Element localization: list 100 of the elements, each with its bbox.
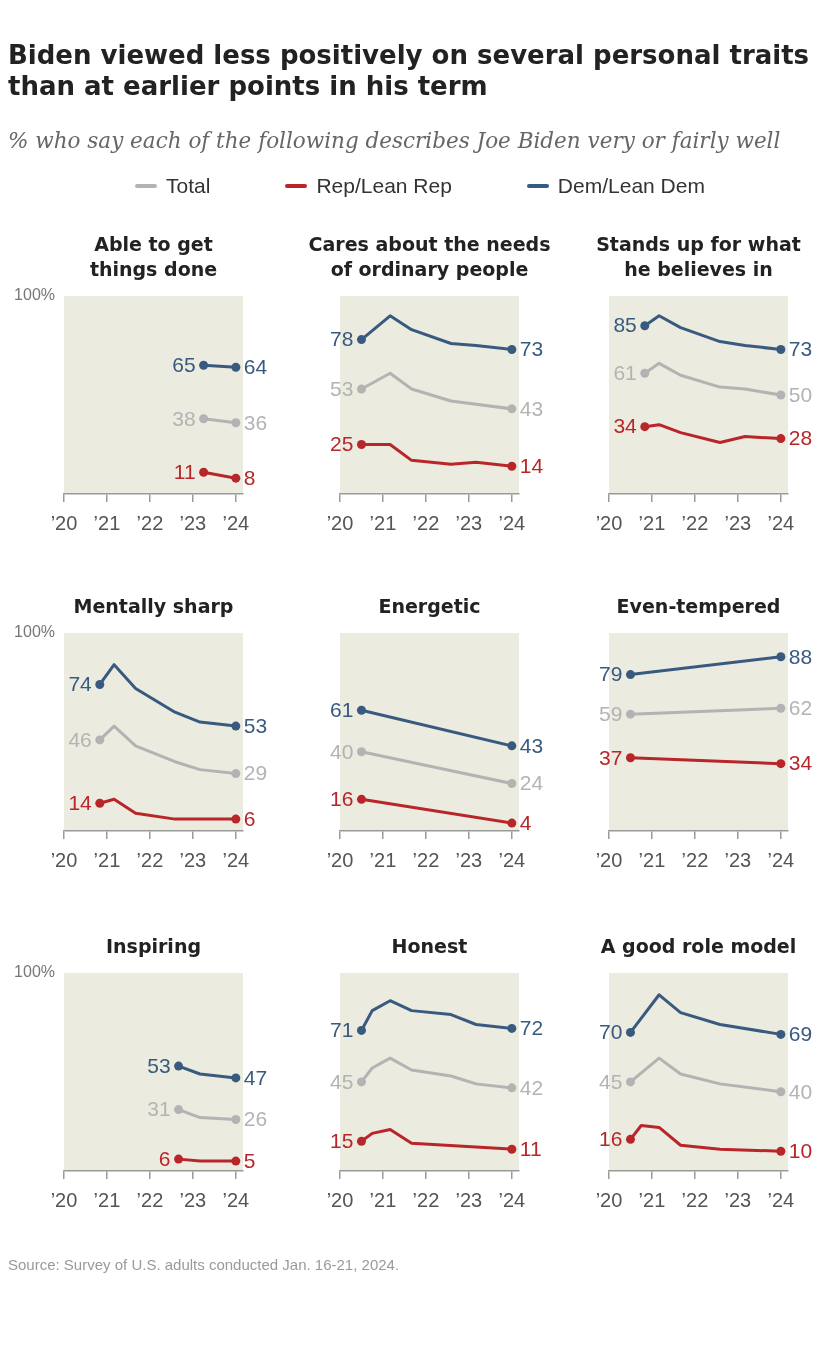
x-tick-label: ’20 bbox=[326, 848, 354, 871]
chart-title: A good role model bbox=[599, 934, 798, 959]
data-label: 14 bbox=[68, 791, 93, 815]
x-tick-label: ’22 bbox=[136, 511, 164, 534]
x-tick-label: ’22 bbox=[681, 1188, 709, 1211]
point bbox=[507, 461, 517, 471]
text: 100% bbox=[14, 623, 55, 641]
point bbox=[776, 1146, 786, 1156]
data-label: 6 bbox=[243, 806, 256, 830]
data-label: 31 bbox=[147, 1097, 171, 1121]
data-label: 53 bbox=[330, 376, 354, 400]
x-tick-label: ’24 bbox=[767, 511, 795, 534]
point bbox=[356, 705, 366, 715]
x-tick-label: ’22 bbox=[136, 1188, 164, 1211]
x-tick-label: ’21 bbox=[638, 511, 666, 534]
point bbox=[776, 1087, 786, 1097]
data-label: 40 bbox=[330, 739, 354, 763]
x-tick-label: ’22 bbox=[681, 848, 709, 871]
point bbox=[776, 390, 786, 400]
point bbox=[356, 335, 366, 345]
x-tick-label: ’20 bbox=[595, 848, 623, 871]
data-label: 62 bbox=[788, 696, 813, 720]
x-tick-label: ’21 bbox=[638, 1188, 666, 1211]
x-tick-label: ’24 bbox=[498, 1188, 526, 1211]
data-label: 6 bbox=[158, 1146, 171, 1170]
data-label: 28 bbox=[788, 426, 813, 450]
data-label: 50 bbox=[788, 382, 813, 406]
data-label: 16 bbox=[330, 787, 354, 811]
point bbox=[640, 321, 650, 331]
chart-title: Mentally sharp bbox=[72, 594, 235, 619]
x-tick-label: ’23 bbox=[455, 511, 483, 534]
x-tick-label: ’21 bbox=[369, 848, 397, 871]
chart-title: Able to get things done bbox=[88, 232, 219, 282]
point bbox=[507, 741, 517, 751]
data-label: 37 bbox=[599, 745, 623, 769]
chart-title: Stands up for what he believes in bbox=[595, 232, 802, 282]
x-tick-label: ’24 bbox=[222, 848, 250, 871]
data-label: 61 bbox=[613, 361, 637, 385]
x-tick-label: ’23 bbox=[724, 1188, 752, 1211]
data-label: 43 bbox=[519, 733, 544, 757]
point bbox=[231, 418, 241, 428]
x-tick-label: ’21 bbox=[93, 1188, 121, 1211]
data-label: 40 bbox=[788, 1079, 813, 1103]
x-tick-label: ’23 bbox=[179, 1188, 207, 1211]
data-label: 16 bbox=[599, 1127, 623, 1151]
chart-title: Energetic bbox=[377, 594, 482, 619]
data-label: 73 bbox=[519, 337, 544, 361]
point bbox=[231, 769, 241, 779]
x-tick-label: ’20 bbox=[50, 511, 78, 534]
point bbox=[507, 1144, 517, 1154]
x-tick-label: ’20 bbox=[326, 511, 354, 534]
point bbox=[625, 670, 635, 680]
point bbox=[507, 1083, 517, 1093]
x-tick-label: ’21 bbox=[369, 511, 397, 534]
data-label: 42 bbox=[519, 1075, 544, 1099]
point bbox=[231, 1115, 241, 1125]
point bbox=[231, 473, 241, 483]
point bbox=[776, 1029, 786, 1039]
x-tick-label: ’20 bbox=[50, 848, 78, 871]
chart-title: Honest bbox=[390, 934, 469, 959]
data-label: 8 bbox=[243, 465, 256, 489]
data-label: 88 bbox=[788, 644, 813, 668]
chart-title: Even-tempered bbox=[615, 594, 782, 619]
x-tick-label: ’23 bbox=[455, 1188, 483, 1211]
point bbox=[231, 814, 241, 824]
legend-label: Rep/Lean Rep bbox=[316, 173, 452, 199]
point bbox=[356, 747, 366, 757]
data-label: 24 bbox=[519, 771, 544, 795]
text: % who say each of the following describes Joe Biden very or fairly well bbox=[8, 127, 782, 154]
x-tick-label: ’22 bbox=[136, 848, 164, 871]
data-label: 53 bbox=[147, 1053, 171, 1077]
source-note: Source: Survey of U.S. adults conducted Jan. 16-21, 2024. bbox=[8, 1255, 401, 1275]
x-tick-label: ’23 bbox=[724, 848, 752, 871]
x-tick-label: ’23 bbox=[179, 848, 207, 871]
point bbox=[356, 1025, 366, 1035]
data-label: 43 bbox=[519, 396, 544, 420]
data-label: 26 bbox=[243, 1107, 268, 1131]
point bbox=[776, 434, 786, 444]
data-label: 73 bbox=[788, 337, 813, 361]
point bbox=[356, 794, 366, 804]
point bbox=[199, 467, 209, 477]
data-label: 46 bbox=[68, 727, 92, 751]
point bbox=[231, 721, 241, 731]
x-tick-label: ’21 bbox=[638, 848, 666, 871]
x-tick-label: ’22 bbox=[412, 511, 440, 534]
point bbox=[356, 1136, 366, 1146]
point bbox=[199, 414, 209, 424]
point bbox=[231, 362, 241, 372]
data-label: 5 bbox=[243, 1148, 256, 1172]
x-tick-label: ’22 bbox=[412, 848, 440, 871]
point bbox=[507, 778, 517, 788]
point bbox=[507, 344, 517, 354]
data-label: 10 bbox=[788, 1139, 813, 1162]
data-label: 53 bbox=[243, 713, 268, 737]
point bbox=[507, 818, 517, 828]
data-label: 72 bbox=[519, 1016, 544, 1040]
point bbox=[625, 1077, 635, 1087]
data-label: 85 bbox=[613, 313, 637, 337]
data-label: 47 bbox=[243, 1065, 268, 1089]
x-tick-label: ’21 bbox=[369, 1188, 397, 1211]
